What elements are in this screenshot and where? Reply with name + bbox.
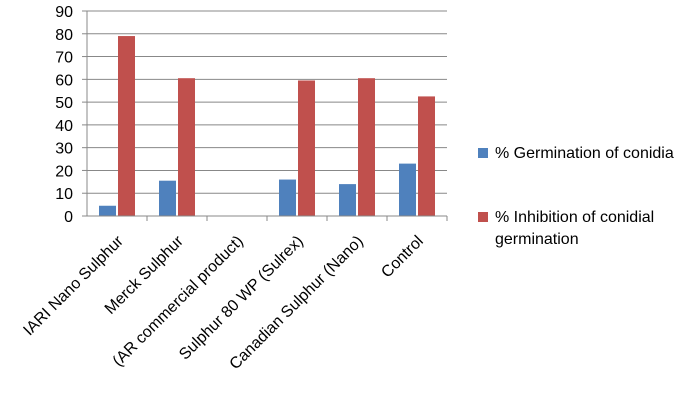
x-category-label: Control bbox=[378, 233, 426, 281]
bars bbox=[99, 36, 435, 216]
legend-swatch bbox=[478, 148, 488, 158]
y-tick-label: 30 bbox=[55, 141, 73, 158]
x-category-label: Sulphur 80 WP (Sulrex) bbox=[176, 233, 307, 364]
y-tick-label: 20 bbox=[55, 163, 73, 180]
legend-label: % Germination of conidia bbox=[495, 145, 674, 162]
axes bbox=[86, 11, 448, 221]
legend: % Germination of conidia % Inhibition of … bbox=[478, 145, 674, 248]
bar-germination bbox=[279, 179, 296, 216]
bar-inhibition bbox=[358, 78, 375, 216]
bar-inhibition bbox=[418, 96, 435, 216]
y-tick-label: 90 bbox=[55, 4, 73, 21]
bar-inhibition bbox=[178, 78, 195, 216]
bar-germination bbox=[159, 180, 176, 216]
x-category-label: IARI Nano Sulphur bbox=[20, 232, 127, 339]
y-tick-label: 80 bbox=[55, 27, 73, 44]
y-tick-label: 60 bbox=[55, 72, 73, 89]
bar-inhibition bbox=[118, 36, 135, 216]
y-tick-label: 50 bbox=[55, 95, 73, 112]
bar-germination bbox=[399, 163, 416, 216]
y-tick-label: 0 bbox=[64, 209, 73, 226]
bar-inhibition bbox=[298, 80, 315, 216]
y-axis-ticks: 0 10 20 30 40 50 60 70 80 90 bbox=[55, 4, 87, 226]
bar-germination bbox=[339, 184, 356, 216]
y-tick-label: 40 bbox=[55, 118, 73, 135]
legend-label: % Inhibition of conidial bbox=[495, 209, 654, 226]
gridlines bbox=[87, 10, 447, 194]
legend-swatch bbox=[478, 212, 488, 222]
bar-germination bbox=[99, 205, 116, 216]
y-tick-label: 10 bbox=[55, 186, 73, 203]
y-tick-label: 70 bbox=[55, 50, 73, 67]
legend-label: germination bbox=[495, 231, 579, 248]
